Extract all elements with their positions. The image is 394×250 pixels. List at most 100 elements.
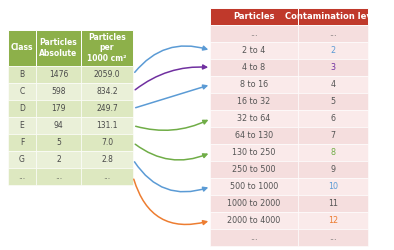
Bar — [81, 66, 133, 83]
Text: 2.8: 2.8 — [101, 155, 113, 164]
Bar — [298, 59, 368, 76]
Text: 94: 94 — [54, 121, 63, 130]
Text: 5: 5 — [56, 138, 61, 147]
Text: F: F — [20, 138, 24, 147]
Text: 250 to 500: 250 to 500 — [232, 165, 276, 174]
Text: 2: 2 — [56, 155, 61, 164]
Text: 5: 5 — [331, 97, 336, 106]
Bar — [81, 151, 133, 168]
Text: 834.2: 834.2 — [96, 87, 118, 96]
Bar — [298, 212, 368, 229]
Bar — [210, 59, 298, 76]
Text: 8 to 16: 8 to 16 — [240, 80, 268, 89]
Bar — [298, 178, 368, 195]
Text: E: E — [20, 121, 24, 130]
Bar — [210, 8, 298, 25]
Bar — [298, 229, 368, 246]
Text: 11: 11 — [328, 199, 338, 208]
Text: 1000 to 2000: 1000 to 2000 — [227, 199, 281, 208]
Text: 32 to 64: 32 to 64 — [237, 114, 271, 123]
Text: 9: 9 — [331, 165, 336, 174]
Bar — [36, 134, 81, 151]
Text: D: D — [19, 104, 25, 113]
Bar — [210, 76, 298, 93]
Bar — [8, 134, 36, 151]
Bar — [210, 127, 298, 144]
Text: 10: 10 — [328, 182, 338, 191]
Text: ...: ... — [55, 172, 62, 181]
Text: ...: ... — [19, 172, 26, 181]
Bar — [210, 93, 298, 110]
Bar — [81, 100, 133, 117]
Bar — [36, 151, 81, 168]
Bar — [210, 195, 298, 212]
Text: B: B — [19, 70, 24, 79]
Bar — [8, 83, 36, 100]
Text: Particles
per
1000 cm²: Particles per 1000 cm² — [87, 33, 127, 63]
Text: 2059.0: 2059.0 — [94, 70, 120, 79]
Text: 16 to 32: 16 to 32 — [237, 97, 271, 106]
Bar — [298, 76, 368, 93]
Text: 500 to 1000: 500 to 1000 — [230, 182, 278, 191]
Text: C: C — [19, 87, 24, 96]
Text: 131.1: 131.1 — [96, 121, 118, 130]
Bar — [210, 144, 298, 161]
Text: ...: ... — [104, 172, 111, 181]
Bar — [81, 83, 133, 100]
Bar — [81, 168, 133, 185]
Text: 8: 8 — [331, 148, 336, 157]
Text: 7.0: 7.0 — [101, 138, 113, 147]
Bar — [8, 100, 36, 117]
Bar — [298, 110, 368, 127]
Bar — [8, 168, 36, 185]
Bar — [81, 134, 133, 151]
Bar — [210, 212, 298, 229]
Bar — [36, 66, 81, 83]
Text: 2 to 4: 2 to 4 — [242, 46, 266, 55]
Bar — [210, 178, 298, 195]
Text: G: G — [19, 155, 25, 164]
Text: ...: ... — [250, 233, 258, 242]
Bar — [8, 151, 36, 168]
Bar — [210, 161, 298, 178]
Text: 130 to 250: 130 to 250 — [232, 148, 276, 157]
Bar — [8, 117, 36, 134]
Bar — [298, 144, 368, 161]
Bar — [36, 83, 81, 100]
Bar — [298, 127, 368, 144]
Text: 7: 7 — [331, 131, 336, 140]
Text: 4 to 8: 4 to 8 — [242, 63, 266, 72]
Text: 1476: 1476 — [49, 70, 68, 79]
Text: 4: 4 — [331, 80, 336, 89]
Bar — [36, 30, 81, 66]
Text: 6: 6 — [331, 114, 336, 123]
Text: Particles
Absolute: Particles Absolute — [39, 38, 78, 58]
Bar — [8, 30, 36, 66]
Bar — [298, 161, 368, 178]
Bar — [210, 229, 298, 246]
Text: 64 to 130: 64 to 130 — [235, 131, 273, 140]
Bar — [81, 30, 133, 66]
Text: 249.7: 249.7 — [96, 104, 118, 113]
Bar — [36, 100, 81, 117]
Text: ...: ... — [329, 233, 337, 242]
Text: 2: 2 — [331, 46, 336, 55]
Bar — [8, 66, 36, 83]
Bar — [210, 110, 298, 127]
Text: 3: 3 — [331, 63, 336, 72]
Text: Particles: Particles — [233, 12, 275, 21]
Bar — [210, 42, 298, 59]
Bar — [36, 117, 81, 134]
Text: Contamination level: Contamination level — [285, 12, 381, 21]
Bar — [210, 25, 298, 42]
Text: ...: ... — [329, 29, 337, 38]
Bar — [36, 168, 81, 185]
Bar — [298, 8, 368, 25]
Bar — [298, 25, 368, 42]
Bar — [298, 195, 368, 212]
Text: ...: ... — [250, 29, 258, 38]
Bar — [298, 42, 368, 59]
Text: 179: 179 — [51, 104, 66, 113]
Text: 12: 12 — [328, 216, 338, 225]
Text: 598: 598 — [51, 87, 66, 96]
